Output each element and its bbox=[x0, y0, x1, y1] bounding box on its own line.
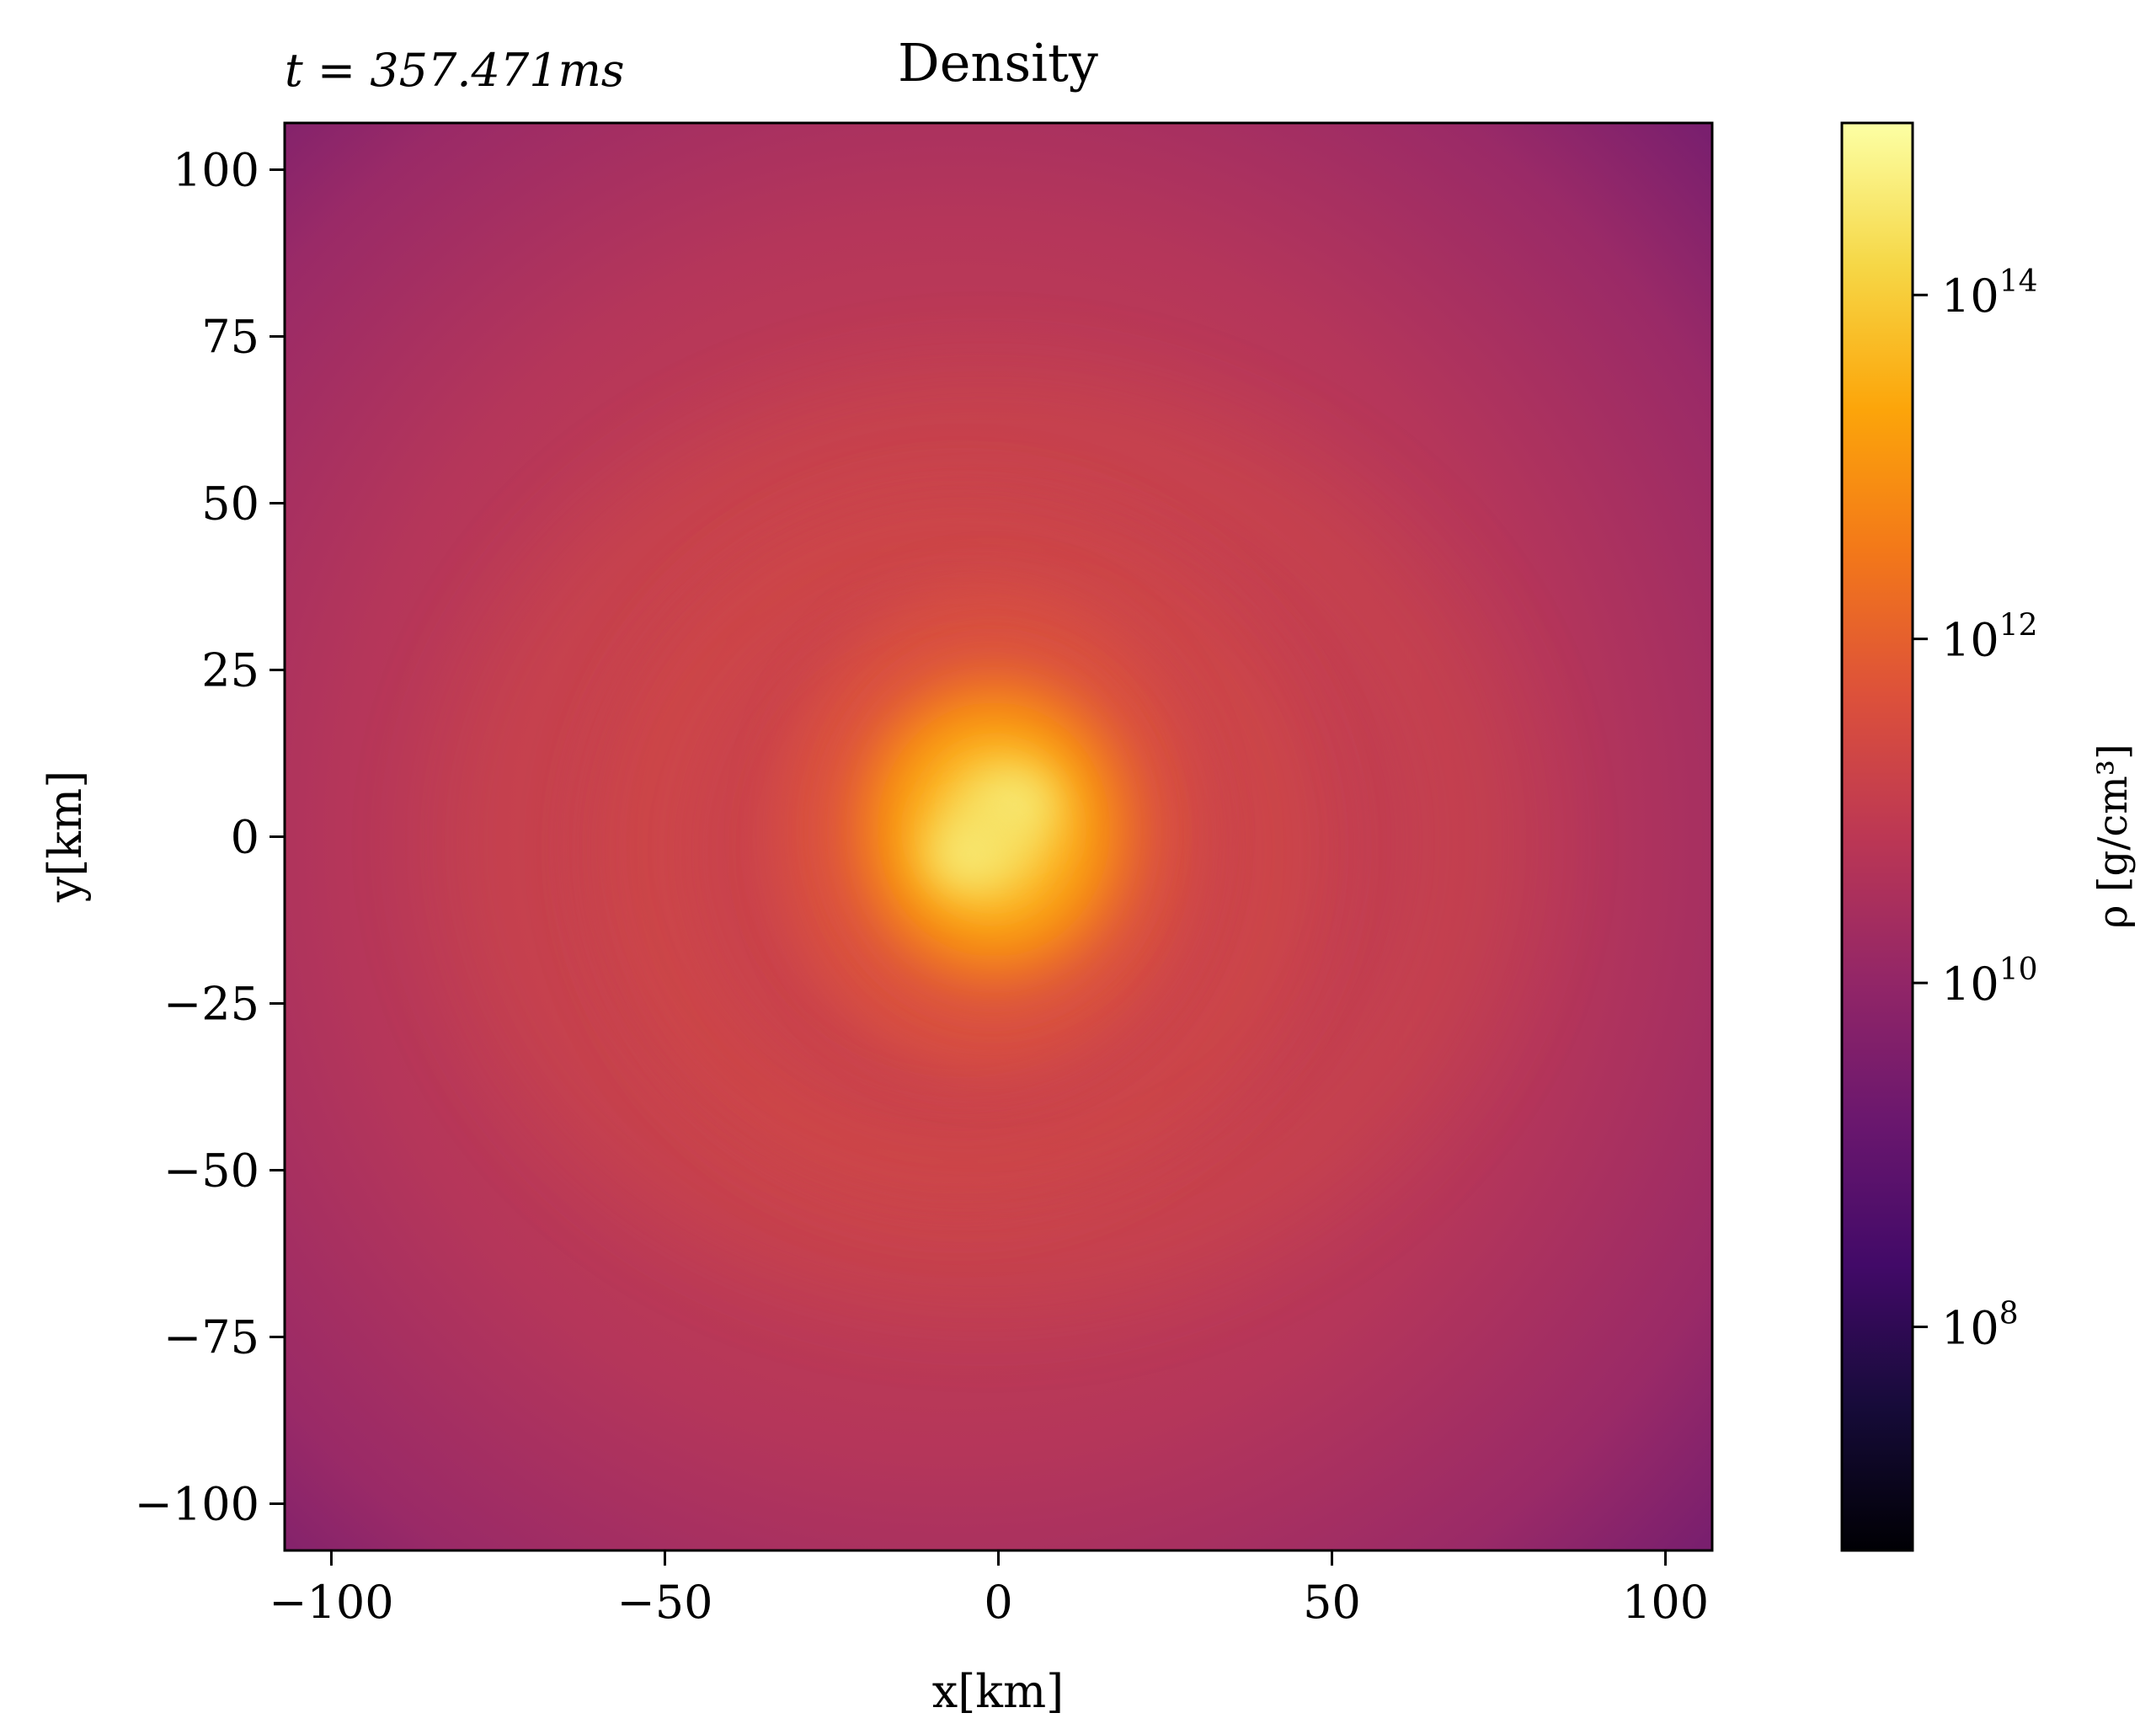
x-tick-label: −100 bbox=[269, 1576, 393, 1629]
y-tick-label: −100 bbox=[135, 1478, 259, 1531]
y-tick-label: 50 bbox=[201, 477, 259, 530]
x-axis-label: x[km] bbox=[932, 1665, 1065, 1718]
core-hotspot-2 bbox=[910, 803, 1027, 907]
y-tick-label: 75 bbox=[201, 310, 259, 363]
y-tick-label: 25 bbox=[201, 643, 259, 696]
colorbar-axis: 108 1010 1012 1014 bbox=[1913, 264, 2038, 1355]
x-tick-label: −50 bbox=[616, 1576, 712, 1629]
colorbar-label: ρ [g/cm³] bbox=[2089, 744, 2137, 928]
x-tick-label: 100 bbox=[1622, 1576, 1709, 1629]
y-tick-label: −75 bbox=[163, 1311, 259, 1364]
y-tick-label: −50 bbox=[163, 1145, 259, 1198]
y-axis: 100 75 50 25 0 −25 −50 −75 −100 bbox=[135, 143, 285, 1531]
colorbar bbox=[1840, 121, 1914, 1552]
y-tick-label: 0 bbox=[231, 811, 259, 864]
x-tick-label: 0 bbox=[984, 1576, 1012, 1629]
colorbar-tick-label: 1012 bbox=[1941, 609, 2038, 667]
x-axis: −100 −50 0 50 100 bbox=[269, 1550, 1709, 1629]
density-heatmap bbox=[285, 123, 1712, 1550]
colorbar-tick-label: 108 bbox=[1941, 1297, 2019, 1355]
y-tick-label: −25 bbox=[163, 978, 259, 1031]
chart-title: Density bbox=[898, 32, 1098, 93]
colorbar-tick-label: 1014 bbox=[1941, 264, 2038, 323]
x-tick-label: 50 bbox=[1303, 1576, 1361, 1629]
colorbar-tick-label: 1010 bbox=[1941, 953, 2038, 1011]
y-axis-label: y[km] bbox=[39, 771, 92, 904]
time-annotation: t = 357.471ms bbox=[285, 44, 625, 97]
y-tick-label: 100 bbox=[173, 143, 259, 196]
